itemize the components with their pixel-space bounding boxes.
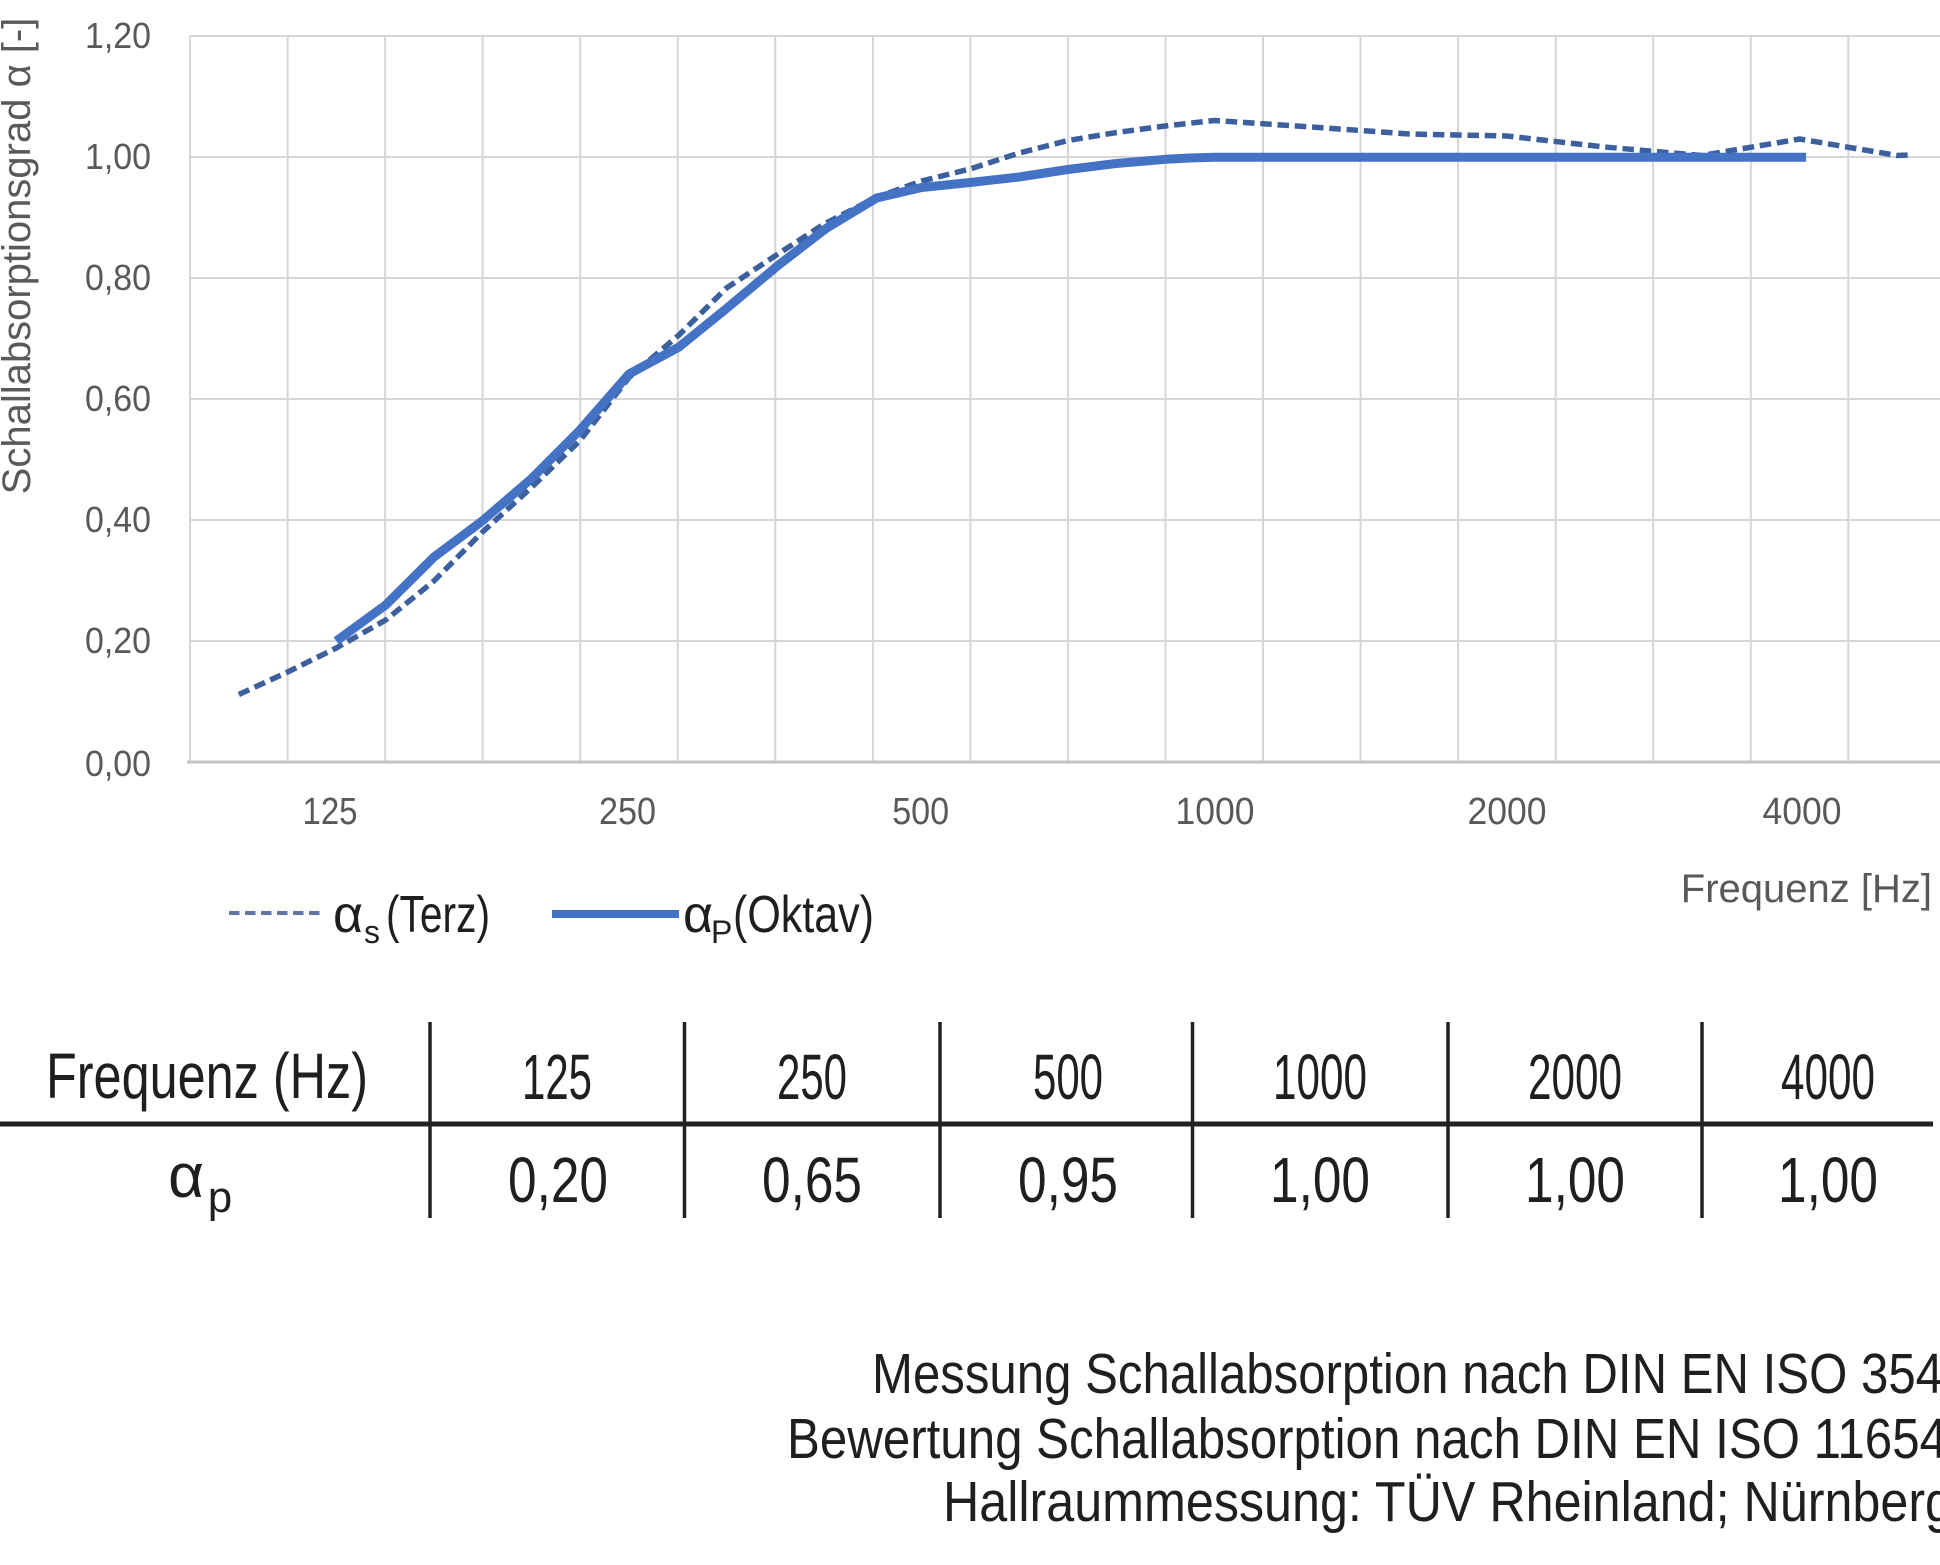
svg-text:0,20: 0,20 — [508, 1144, 608, 1216]
svg-text:(Oktav): (Oktav) — [733, 886, 874, 944]
svg-text:2000: 2000 — [1468, 791, 1547, 833]
svg-text:p: p — [208, 1173, 232, 1222]
svg-text:4000: 4000 — [1763, 791, 1842, 833]
svg-text:125: 125 — [303, 791, 358, 833]
svg-text:4000: 4000 — [1781, 1041, 1875, 1113]
svg-text:(Terz): (Terz) — [386, 886, 490, 944]
svg-text:Frequenz [Hz]: Frequenz [Hz] — [1681, 867, 1932, 911]
svg-text:α: α — [168, 1142, 204, 1211]
svg-text:1000: 1000 — [1273, 1041, 1367, 1113]
svg-text:0,00: 0,00 — [85, 743, 151, 784]
svg-text:1,00: 1,00 — [1270, 1144, 1370, 1216]
svg-text:1,00: 1,00 — [1778, 1144, 1878, 1216]
svg-text:125: 125 — [522, 1041, 592, 1113]
svg-text:0,65: 0,65 — [762, 1144, 862, 1216]
svg-text:1,20: 1,20 — [85, 15, 151, 56]
svg-text:2000: 2000 — [1528, 1041, 1622, 1113]
svg-text:α: α — [333, 886, 363, 944]
svg-text:1,00: 1,00 — [85, 136, 151, 177]
svg-text:500: 500 — [892, 791, 949, 833]
svg-text:250: 250 — [777, 1041, 847, 1113]
svg-text:α: α — [683, 886, 713, 944]
svg-text:1000: 1000 — [1176, 791, 1255, 833]
svg-text:500: 500 — [1033, 1041, 1103, 1113]
svg-text:Bewertung Schallabsorption nac: Bewertung Schallabsorption nach DIN EN I… — [787, 1407, 1940, 1471]
svg-text:0,95: 0,95 — [1018, 1144, 1118, 1216]
svg-text:0,80: 0,80 — [85, 257, 151, 298]
svg-text:Schallabsorptionsgrad α [-]: Schallabsorptionsgrad α [-] — [0, 18, 39, 495]
svg-text:Messung Schallabsorption nach: Messung Schallabsorption nach DIN EN ISO… — [872, 1342, 1940, 1406]
svg-text:0,60: 0,60 — [85, 378, 151, 419]
svg-text:Hallraummessung: TÜV Rheinland: Hallraummessung: TÜV Rheinland; Nürnberg — [943, 1470, 1940, 1534]
svg-text:P: P — [711, 914, 732, 950]
svg-text:0,40: 0,40 — [85, 499, 151, 540]
svg-text:s: s — [364, 914, 380, 950]
svg-text:Frequenz (Hz): Frequenz (Hz) — [46, 1040, 368, 1112]
svg-text:1,00: 1,00 — [1525, 1144, 1625, 1216]
svg-text:0,20: 0,20 — [85, 620, 151, 661]
svg-text:250: 250 — [599, 791, 656, 833]
